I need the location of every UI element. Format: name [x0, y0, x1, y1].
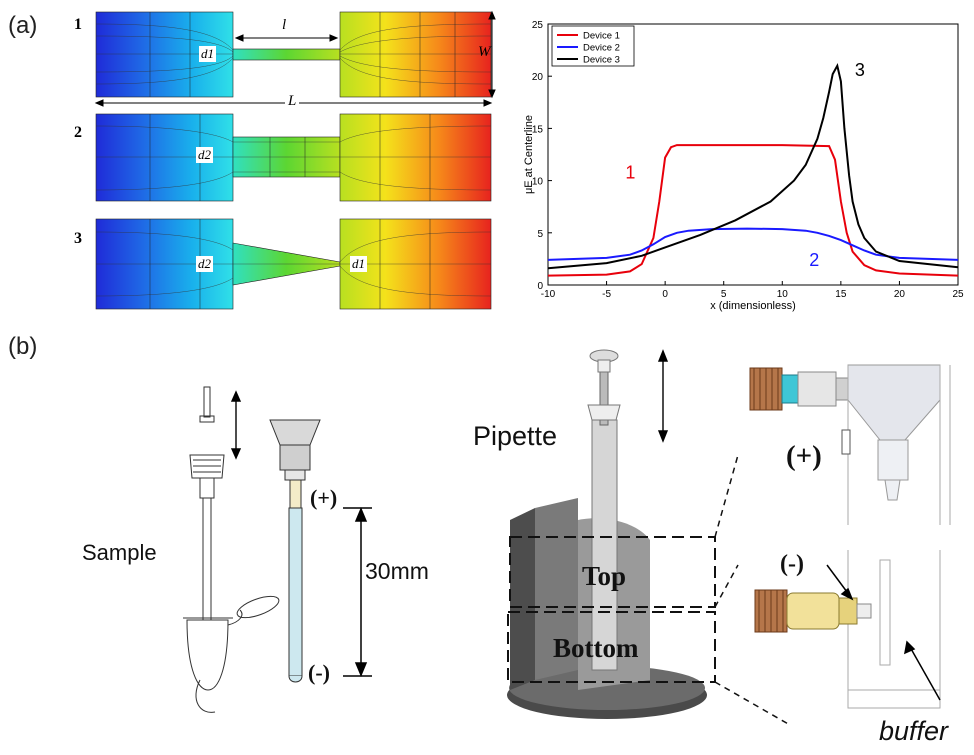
panel-b-label: (b) — [8, 333, 38, 360]
x-tick-label: 10 — [777, 289, 789, 300]
apparatus-figure — [183, 349, 951, 726]
curve-label-device-2: 2 — [809, 250, 819, 270]
y-tick-label: 20 — [532, 72, 544, 83]
sample-label: Sample — [82, 540, 157, 565]
device-3-schematic — [95, 218, 492, 310]
y-tick-label: 10 — [532, 177, 544, 188]
total-length-label: L — [285, 93, 300, 110]
device-2-d-label: d2 — [196, 147, 213, 163]
sample-tube-drawing — [183, 386, 280, 713]
distance-label: 30mm — [365, 558, 429, 584]
x-tick-label: -10 — [541, 289, 556, 300]
bottom-region-box — [507, 611, 716, 683]
pointer-arrows — [826, 564, 941, 701]
pipette-stand-drawing — [507, 349, 707, 719]
bottom-electrode-detail — [754, 550, 941, 709]
series-line-device-3 — [547, 63, 959, 270]
plus-electrode-label-left: (+) — [310, 485, 338, 510]
legend-label-device-1: Device 1 — [583, 31, 620, 42]
device-geometry-figure — [94, 10, 496, 310]
x-tick-label: 0 — [662, 289, 668, 300]
bottom-region-label: Bottom — [553, 633, 639, 663]
mu-e-centerline-chart: -10 -5 0 5 10 15 20 25 0 5 10 15 20 25 x (dimensionles… — [523, 20, 964, 312]
minus-electrode-label-left: (-) — [308, 660, 330, 685]
series-line-device-2 — [547, 227, 959, 261]
device-1-d-label: d1 — [199, 46, 216, 62]
electrode-tube-drawing — [269, 419, 321, 683]
channel-length-label: l — [282, 17, 287, 33]
top-region-box — [509, 536, 716, 608]
x-tick-label: 20 — [894, 289, 906, 300]
curve-label-device-3: 3 — [855, 60, 865, 80]
pipette-label: Pipette — [473, 421, 558, 451]
y-axis-label: μE at Centerline — [523, 115, 535, 194]
buffer-label: buffer — [879, 716, 949, 746]
legend-label-device-2: Device 2 — [583, 43, 620, 54]
sample-updown-arrow — [230, 390, 242, 460]
x-tick-label: 15 — [835, 289, 847, 300]
panel-a-label: (a) — [8, 12, 38, 39]
distance-marker — [343, 507, 372, 677]
curve-label-device-1: 1 — [625, 163, 635, 183]
device-3-d-left-label: d2 — [196, 256, 213, 272]
width-label: W — [478, 44, 491, 60]
x-tick-label: 5 — [721, 289, 727, 300]
device-2-schematic — [95, 113, 492, 202]
top-region-label: Top — [582, 561, 627, 591]
top-electrode-detail — [749, 364, 951, 525]
x-axis-label: x (dimensionless) — [710, 300, 796, 312]
x-tick-label: -5 — [602, 289, 611, 300]
x-tick-label: 25 — [952, 289, 964, 300]
y-tick-label: 25 — [532, 20, 544, 31]
region-boxes — [507, 536, 716, 683]
y-tick-label: 5 — [537, 229, 543, 240]
zoom-lines — [714, 454, 791, 726]
device-3-number: 3 — [74, 230, 82, 247]
y-tick-label: 15 — [532, 124, 544, 135]
plus-electrode-label-right: (+) — [786, 440, 822, 472]
legend-label-device-3: Device 3 — [583, 55, 620, 66]
device-3-d-right-label: d1 — [350, 256, 367, 272]
device-1-schematic — [95, 11, 492, 98]
device-1-number: 1 — [74, 16, 82, 33]
minus-electrode-label-right: (-) — [780, 551, 804, 577]
series-line-device-1 — [547, 144, 959, 277]
y-tick-label: 0 — [537, 281, 543, 292]
plot-frame — [547, 23, 959, 286]
pipette-updown-arrow — [657, 349, 669, 443]
device-2-number: 2 — [74, 124, 82, 141]
